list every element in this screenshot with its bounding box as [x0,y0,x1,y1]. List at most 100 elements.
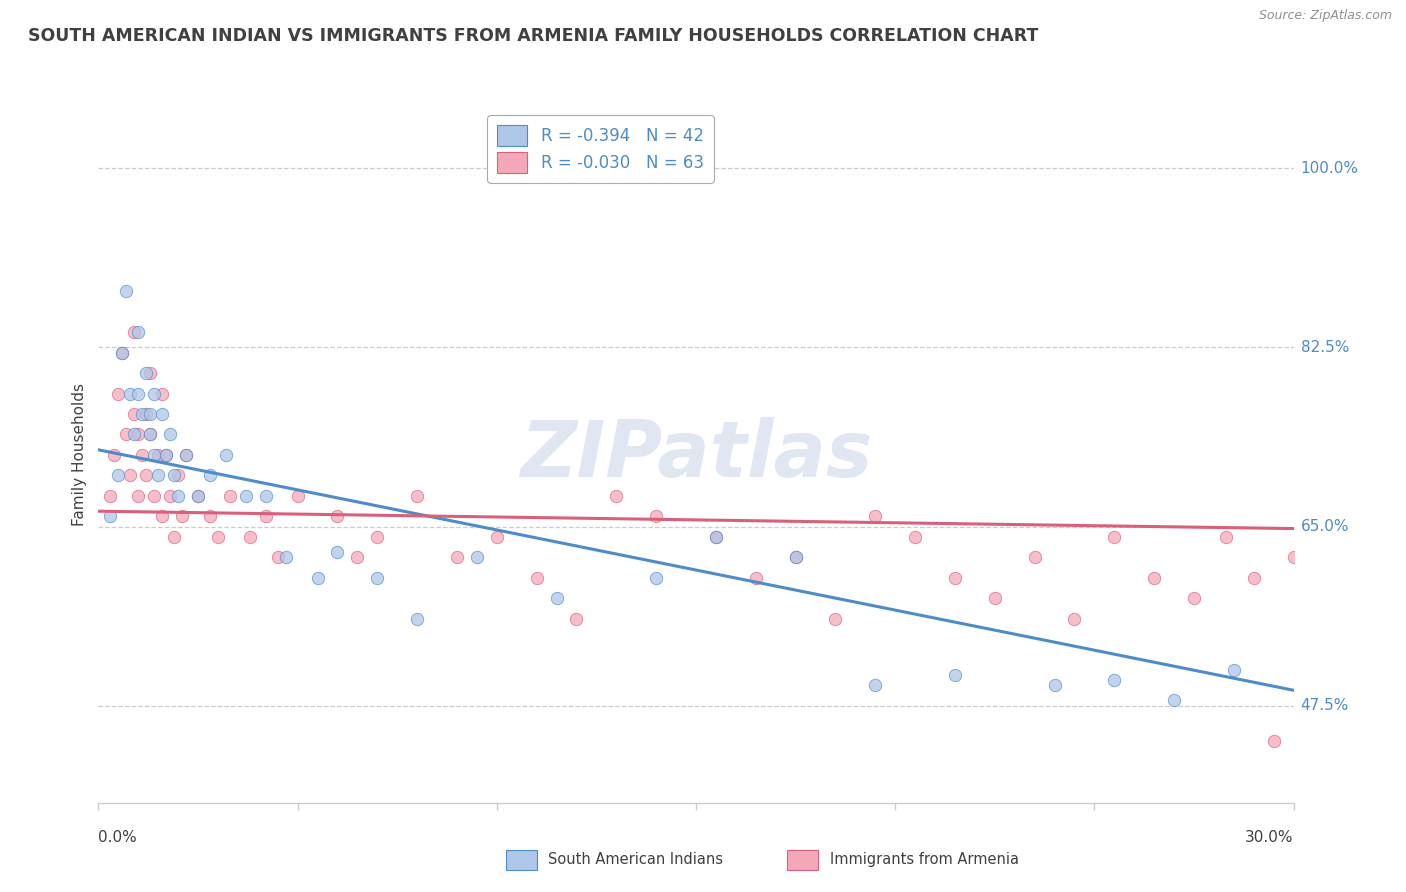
Text: ZIPatlas: ZIPatlas [520,417,872,493]
Point [254,489,277,503]
Text: 65.0%: 65.0% [1301,519,1348,534]
Point [1215,530,1237,544]
Point [605,489,627,503]
Point [1182,591,1205,606]
Point [143,489,166,503]
Point [1222,663,1246,677]
Point [143,386,166,401]
Y-axis label: Family Households: Family Households [72,384,87,526]
Text: 47.5%: 47.5% [1301,698,1348,713]
Point [565,612,588,626]
Point [745,571,768,585]
Point [1143,571,1166,585]
Text: Source: ZipAtlas.com: Source: ZipAtlas.com [1258,9,1392,22]
Point [366,571,388,585]
Point [287,489,309,503]
Point [1302,530,1324,544]
Point [167,489,190,503]
Point [172,509,194,524]
Point [155,448,177,462]
Point [135,468,157,483]
Point [163,468,186,483]
Point [198,509,221,524]
Point [135,407,157,421]
Point [485,530,508,544]
Point [1282,550,1305,565]
Point [124,407,146,421]
Point [254,509,277,524]
Point [174,448,197,462]
Point [526,571,548,585]
Point [1163,693,1185,707]
Text: 82.5%: 82.5% [1301,340,1348,355]
Point [111,345,134,359]
Point [785,550,807,565]
Point [159,489,181,503]
Point [187,489,209,503]
Point [127,325,149,339]
Point [120,386,142,401]
Point [163,530,186,544]
Point [983,591,1005,606]
Point [143,448,166,462]
Point [127,489,149,503]
Text: 100.0%: 100.0% [1301,161,1358,176]
Point [167,468,190,483]
Point [127,427,149,442]
Point [150,509,173,524]
Point [1043,678,1066,692]
Point [174,448,197,462]
Point [446,550,468,565]
Point [139,407,162,421]
Point [198,468,221,483]
Point [307,571,329,585]
Point [406,489,429,503]
Point [824,612,846,626]
Point [1243,571,1265,585]
Point [115,284,138,298]
Point [207,530,229,544]
Point [219,489,242,503]
Text: 30.0%: 30.0% [1246,830,1294,845]
Point [235,489,257,503]
Text: SOUTH AMERICAN INDIAN VS IMMIGRANTS FROM ARMENIA FAMILY HOUSEHOLDS CORRELATION C: SOUTH AMERICAN INDIAN VS IMMIGRANTS FROM… [28,27,1039,45]
Point [1102,673,1125,687]
Text: South American Indians: South American Indians [548,853,723,867]
Point [863,678,886,692]
Point [1063,612,1085,626]
Point [150,386,173,401]
Point [139,366,162,380]
Point [326,509,349,524]
Point [704,530,727,544]
Point [148,468,170,483]
Point [124,325,146,339]
Point [124,427,146,442]
Point [785,550,807,565]
Point [127,386,149,401]
Point [1322,591,1344,606]
Point [645,509,668,524]
Point [139,427,162,442]
Point [120,468,142,483]
Point [111,345,134,359]
Point [239,530,262,544]
Point [139,427,162,442]
Point [465,550,488,565]
Legend: R = -0.394   N = 42, R = -0.030   N = 63: R = -0.394 N = 42, R = -0.030 N = 63 [488,115,713,183]
Point [115,427,138,442]
Point [107,468,129,483]
Point [148,448,170,462]
Point [131,407,153,421]
Point [135,366,157,380]
Text: 0.0%: 0.0% [98,830,138,845]
Point [346,550,368,565]
Point [863,509,886,524]
Point [1343,550,1365,565]
Point [406,612,429,626]
Point [215,448,238,462]
Point [103,448,125,462]
Point [159,427,181,442]
Point [1102,530,1125,544]
Point [1263,734,1285,748]
Point [943,571,966,585]
